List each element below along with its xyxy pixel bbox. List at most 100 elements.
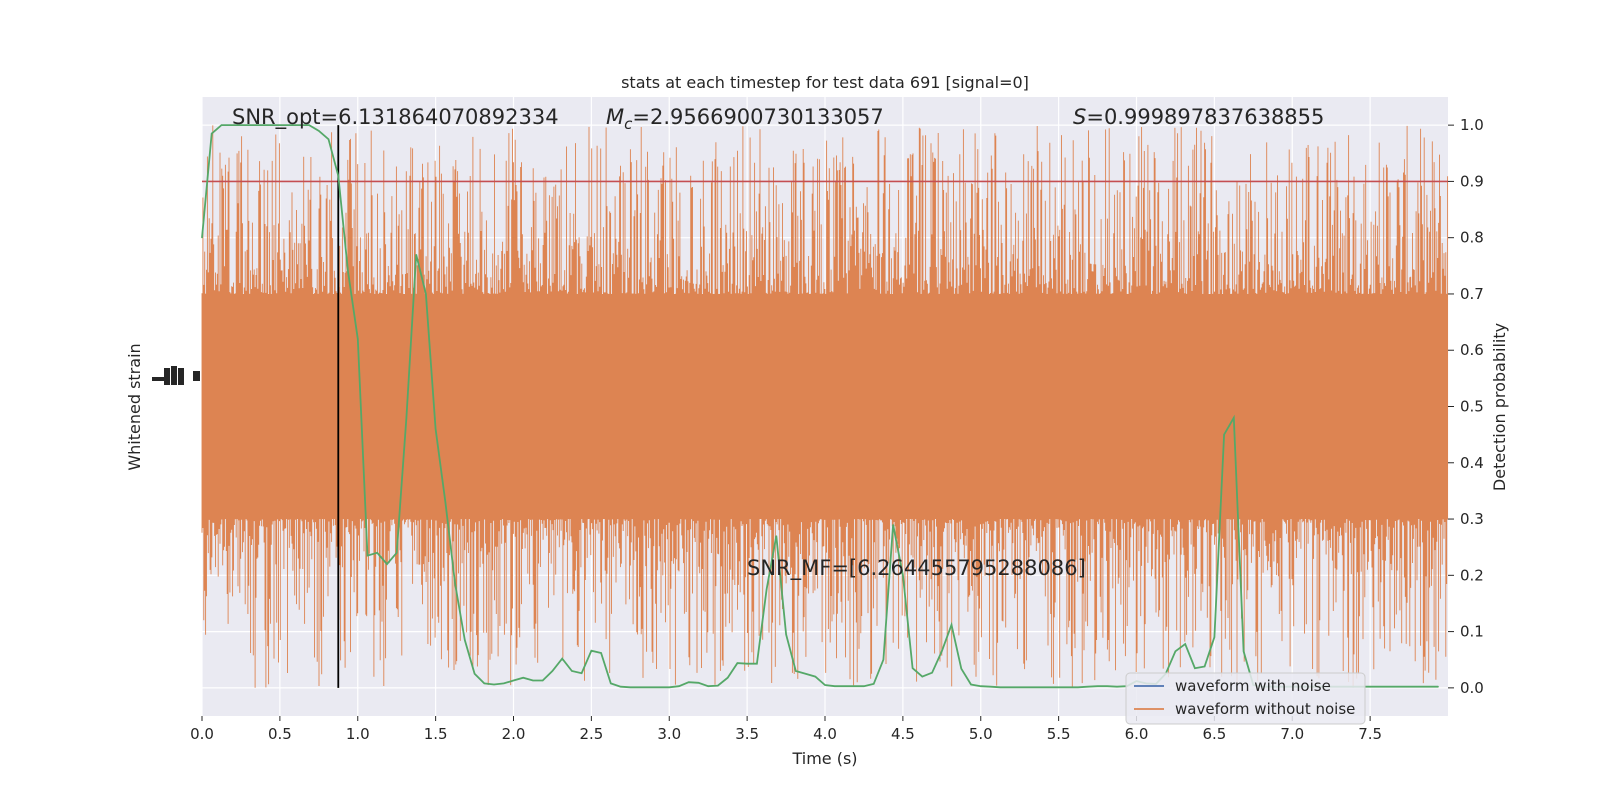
y-tick-label: 0.2	[1460, 566, 1484, 584]
probability-point	[1223, 434, 1225, 436]
snr-mf-annotation: SNR_MF=[6.264455795288086]	[747, 556, 1086, 581]
probability-point	[396, 552, 398, 554]
x-axis-label: Time (s)	[791, 749, 857, 768]
probability-point	[250, 124, 252, 126]
probability-point	[707, 685, 709, 687]
probability-point	[561, 658, 563, 660]
x-tick-label: 3.0	[657, 725, 681, 743]
probability-point	[765, 588, 768, 590]
probability-point	[960, 668, 962, 670]
x-tick-label: 7.0	[1280, 725, 1304, 743]
probability-point	[775, 535, 777, 537]
probability-point	[415, 253, 417, 256]
probability-point	[454, 583, 456, 585]
probability-point	[211, 132, 213, 135]
probability-point	[1116, 686, 1118, 688]
probability-point	[289, 124, 291, 126]
noise-spikes	[201, 125, 1449, 688]
probability-point	[912, 667, 914, 669]
probability-point	[532, 679, 534, 682]
probability-point	[688, 681, 690, 683]
probability-point	[1233, 417, 1235, 419]
probability-point	[366, 555, 369, 557]
probability-point	[1067, 686, 1069, 688]
probability-point	[717, 685, 719, 687]
x-tick-label: 2.0	[502, 725, 526, 743]
probability-point	[581, 672, 583, 674]
probability-point	[824, 684, 826, 686]
y-tick-label: 0.8	[1460, 229, 1484, 247]
x-tick-label: 1.0	[346, 725, 370, 743]
right-y-axis-label: Detection probability	[1490, 323, 1509, 491]
probability-point	[435, 428, 437, 430]
probability-point	[318, 130, 320, 132]
probability-point	[853, 685, 855, 687]
x-tick-label: 2.5	[579, 725, 603, 743]
legend-label-without-noise: waveform without noise	[1175, 700, 1355, 718]
probability-point	[512, 679, 515, 682]
chart-title: stats at each timestep for test data 691…	[621, 73, 1029, 92]
probability-point	[999, 686, 1001, 688]
y-tick-label: 0.1	[1460, 623, 1484, 641]
probability-point	[1242, 650, 1245, 652]
snr-opt-annotation: SNR_opt=6.131864070892334	[232, 105, 559, 130]
probability-point	[892, 524, 894, 526]
probability-point	[814, 676, 816, 678]
right-y-axis-ticks: 0.0 0.1 0.2 0.3 0.4 0.5 0.6 0.7 0.8 0.9 1.0	[1448, 116, 1484, 697]
probability-point	[298, 124, 300, 126]
y-tick-label: 0.3	[1460, 510, 1484, 528]
probability-point	[1009, 686, 1011, 688]
probability-point	[483, 682, 485, 684]
probability-point	[503, 682, 505, 684]
x-tick-label: 0.0	[190, 725, 214, 743]
probability-point	[1194, 667, 1196, 669]
probability-point	[727, 677, 729, 679]
s-symbol: S	[1073, 105, 1086, 129]
y-tick-label: 0.6	[1460, 341, 1484, 359]
probability-point	[941, 650, 943, 652]
probability-point	[746, 663, 748, 665]
probability-point	[658, 686, 661, 688]
x-tick-label: 4.0	[813, 725, 837, 743]
probability-point	[444, 501, 446, 503]
probability-point	[678, 685, 680, 687]
detection-probability-line	[201, 124, 1439, 689]
probability-point	[629, 686, 631, 688]
x-tick-label: 1.5	[424, 725, 448, 743]
probability-point	[600, 652, 602, 654]
y-tick-label: 0.5	[1460, 398, 1484, 416]
probability-point	[522, 677, 524, 679]
probability-point	[551, 670, 554, 672]
probability-point	[386, 563, 388, 565]
x-tick-label: 4.5	[891, 725, 915, 743]
probability-point	[493, 683, 495, 686]
x-tick-label: 0.5	[268, 725, 292, 743]
probability-point	[756, 663, 758, 665]
probability-point	[269, 124, 271, 126]
probability-point	[240, 124, 242, 126]
probability-point	[327, 138, 330, 140]
x-tick-label: 5.5	[1047, 725, 1071, 743]
probability-point	[931, 672, 933, 674]
x-tick-label: 6.5	[1202, 725, 1226, 743]
s-annotation: S=0.999897837638855	[1073, 105, 1324, 129]
legend-box	[1125, 672, 1366, 725]
probability-point	[804, 673, 807, 675]
probability-point	[259, 124, 262, 126]
y-tick-label: 1.0	[1460, 116, 1484, 134]
probability-point	[1038, 686, 1040, 688]
mc-value: =2.9566900730133057	[632, 105, 883, 129]
probability-point	[1379, 686, 1381, 688]
probability-point	[542, 679, 544, 682]
probability-point	[230, 124, 232, 126]
probability-point	[1087, 686, 1089, 688]
probability-point	[405, 417, 408, 419]
chirp-mass-annotation: Mc=2.9566900730133057	[606, 105, 884, 133]
detection-probability-points	[201, 124, 1439, 688]
legend: waveform with noise waveform without noi…	[1125, 672, 1366, 725]
probability-point	[795, 670, 797, 672]
legend-label-with-noise: waveform with noise	[1175, 677, 1331, 695]
s-value: =0.999897837638855	[1086, 105, 1324, 129]
probability-point	[619, 686, 622, 688]
